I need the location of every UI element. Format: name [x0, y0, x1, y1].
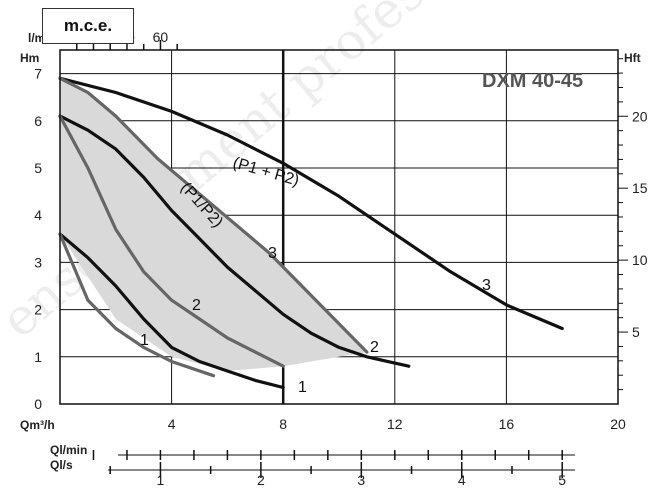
qls-tick-label: 3 [357, 472, 365, 488]
x-tick-label: 8 [279, 416, 287, 432]
operating-area [60, 78, 367, 371]
series-speed-label: 2 [192, 297, 201, 314]
series-name-label: (P1 + P2) [231, 155, 301, 190]
top-axis-label: l/m [28, 31, 45, 45]
qls-tick-label: 2 [257, 472, 265, 488]
series-speed-label: 1 [298, 379, 307, 396]
series-line [58, 232, 285, 390]
right-tick-label: 20 [632, 108, 648, 124]
header-box: m.c.e. [42, 8, 134, 44]
y-tick-label: 4 [34, 207, 42, 223]
series-line [58, 76, 564, 331]
qls-label: Ql/s [50, 458, 73, 472]
series-line [58, 114, 285, 368]
x-tick-label: 4 [168, 416, 176, 432]
y-tick-label: 2 [34, 302, 42, 318]
series-speed-label: 2 [370, 339, 379, 356]
axes: 4812162001234567Qm³/hHm204060l/m5101520H… [20, 29, 648, 432]
right-tick-label: 10 [632, 252, 648, 268]
chart-title: DXM 40-45 [482, 70, 583, 92]
right-tick-label: 15 [632, 180, 648, 196]
qls-tick-label: 1 [157, 472, 165, 488]
right-axis-label: Hft [624, 51, 641, 65]
x-tick-label: 20 [610, 416, 626, 432]
series-speed-label: 3 [482, 277, 491, 294]
y-tick-label: 0 [34, 396, 42, 412]
top-tick-label: 60 [153, 29, 169, 45]
qlmin-label: Ql/min [50, 443, 87, 457]
y-tick-label: 5 [34, 160, 42, 176]
y-tick-label: 1 [34, 349, 42, 365]
series-line [58, 114, 411, 368]
x-tick-label: 12 [387, 416, 403, 432]
series-speed-label: 1 [140, 332, 149, 349]
qls-tick-label: 4 [458, 472, 466, 488]
series-line [58, 232, 216, 378]
y-tick-label: 3 [34, 254, 42, 270]
y-axis-label: Hm [20, 51, 39, 65]
plot-frame [59, 49, 619, 405]
y-tick-label: 6 [34, 113, 42, 129]
series-speed-label: 3 [268, 245, 277, 262]
shaded-region [60, 78, 367, 371]
right-tick-label: 5 [632, 324, 640, 340]
qls-tick-label: 5 [558, 472, 566, 488]
x-axis-label: Qm³/h [20, 418, 55, 432]
y-tick-label: 7 [34, 66, 42, 82]
series-line [58, 76, 369, 354]
x-tick-label: 16 [499, 416, 515, 432]
